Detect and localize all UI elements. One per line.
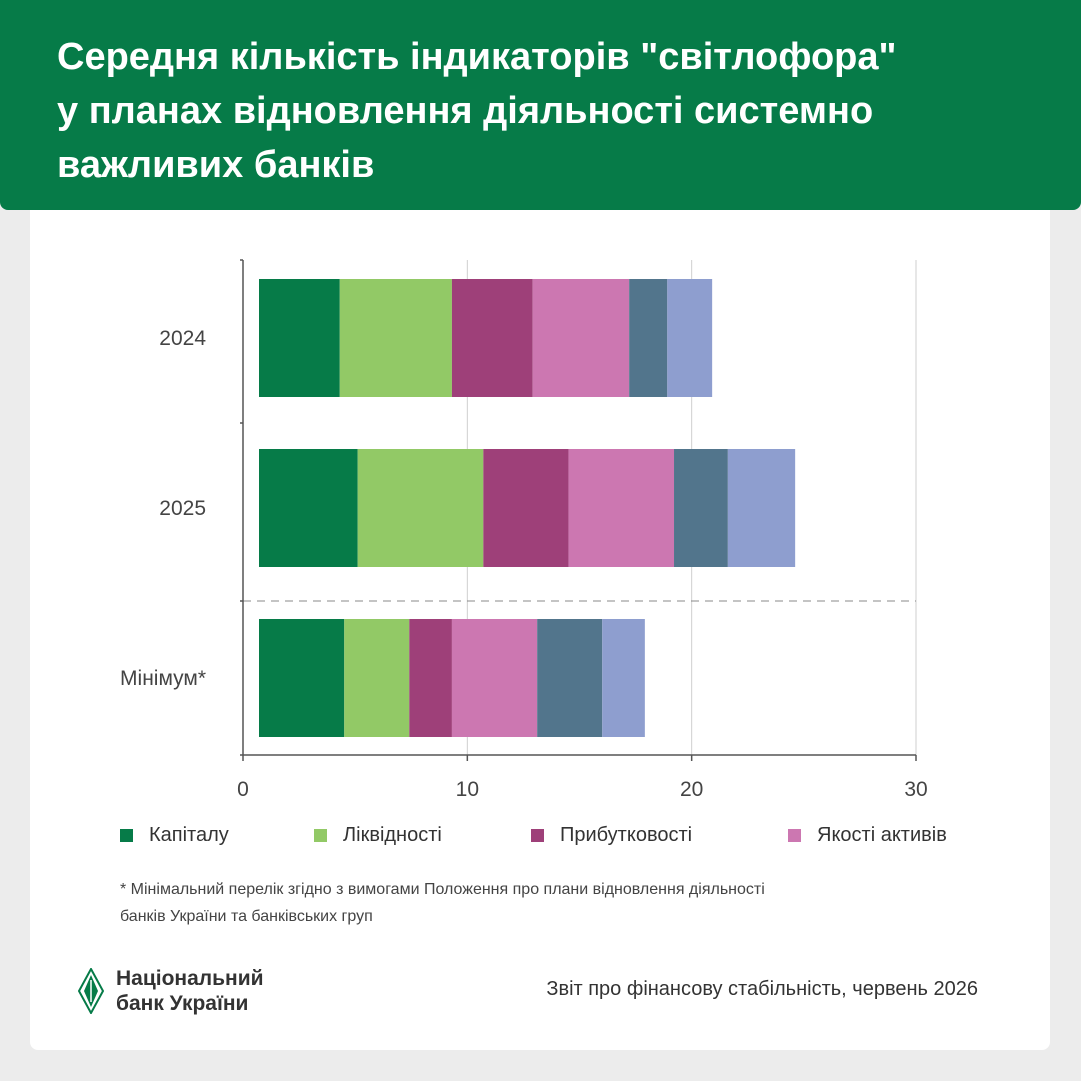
- x-tick-label: 10: [456, 778, 479, 801]
- footnote: * Мінімальний перелік згідно з вимогами …: [120, 876, 960, 930]
- bar-segment: [451, 279, 533, 397]
- logo-line-2: банк України: [116, 992, 249, 1015]
- logo-line-1: Національний: [116, 967, 264, 990]
- bar-segment: [259, 279, 340, 397]
- category-label: 2025: [159, 497, 206, 520]
- bar-segment: [451, 619, 538, 737]
- x-tick-label: 0: [237, 778, 249, 801]
- title-line-1: Середня кількість індикаторів "світлофор…: [57, 36, 897, 78]
- bar-segment: [532, 279, 630, 397]
- legend-swatch-liquidity: [314, 829, 327, 842]
- bar-segment: [259, 449, 358, 567]
- legend-swatch-profitability: [531, 829, 544, 842]
- legend-label-asset-quality: Якості активів: [817, 824, 947, 846]
- bar-segment: [674, 449, 728, 567]
- legend-item-capital: Капіталу: [120, 824, 229, 847]
- legend-swatch-capital: [120, 829, 133, 842]
- x-tick-label: 20: [680, 778, 703, 801]
- title-line-3: важливих банків: [57, 144, 375, 186]
- nbu-logo: Національний банк України: [78, 966, 264, 1016]
- logo-text: Національний банк України: [116, 966, 264, 1016]
- legend-label-profitability: Прибутковості: [560, 824, 693, 846]
- legend-swatch-asset-quality: [788, 829, 801, 842]
- legend: Капіталу Ліквідності Прибутковості Якост…: [0, 824, 1081, 854]
- bar-segment: [259, 619, 345, 737]
- footnote-line-2: банків України та банківських груп: [120, 908, 373, 925]
- bar-segment: [602, 619, 645, 737]
- bar-segment: [483, 449, 569, 567]
- bar-segment: [667, 279, 713, 397]
- footnote-line-1: * Мінімальний перелік згідно з вимогами …: [120, 881, 765, 898]
- title-line-2: у планах відновлення діяльності системно: [57, 90, 874, 132]
- page-title: Середня кількість індикаторів "світлофор…: [57, 30, 1037, 192]
- nbu-emblem-icon: [78, 968, 104, 1014]
- legend-label-liquidity: Ліквідності: [343, 824, 442, 846]
- bar-segment: [537, 619, 603, 737]
- header-banner: Середня кількість індикаторів "світлофор…: [0, 0, 1081, 210]
- category-label: 2024: [159, 327, 206, 350]
- category-label: Мінімум*: [120, 667, 206, 690]
- bar-segment: [357, 449, 484, 567]
- x-tick-label: 30: [904, 778, 927, 801]
- legend-label-capital: Капіталу: [149, 824, 229, 846]
- legend-item-asset-quality: Якості активів: [788, 824, 947, 847]
- stacked-bar-chart: 2024 2025 Мінімум* 0 10 20 30: [120, 259, 928, 801]
- bar-segment: [629, 279, 668, 397]
- bar-segment: [344, 619, 410, 737]
- bar-segment: [339, 279, 452, 397]
- bar-segment: [727, 449, 796, 567]
- bar-segment: [409, 619, 452, 737]
- legend-item-profitability: Прибутковості: [531, 824, 692, 847]
- bar-segment: [568, 449, 675, 567]
- legend-item-liquidity: Ліквідності: [314, 824, 442, 847]
- report-source: Звіт про фінансову стабільність, червень…: [546, 978, 978, 1000]
